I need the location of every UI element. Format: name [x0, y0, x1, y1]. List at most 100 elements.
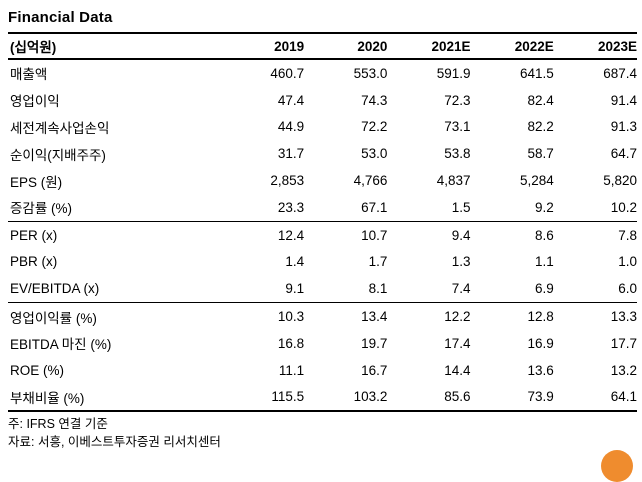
row-label: EV/EBITDA (x): [8, 275, 221, 304]
cell-value: 641.5: [519, 65, 554, 81]
cell-value: 47.4: [277, 92, 305, 108]
table-row: 순이익(지배주주) 31.7 53.0 53.8 58.7 64.7: [8, 140, 637, 167]
cell-value: 53.0: [361, 146, 388, 162]
cell-value: 23.3: [221, 193, 305, 222]
cell-value: 1.1: [534, 254, 554, 270]
cell-value: 8.1: [304, 275, 388, 304]
table-row: 부채비율 (%) 115.5 103.2 85.6 73.9 64.1: [8, 383, 637, 413]
cell-value: 12.2: [444, 309, 471, 325]
row-label: 영업이익률 (%): [10, 310, 97, 326]
footnote-basis: 주: IFRS 연결 기준: [8, 417, 108, 432]
year-column-header: 2020: [304, 33, 388, 60]
cell-value: 19.7: [361, 335, 388, 351]
cell-value: 4,766: [353, 173, 388, 189]
cell-value: 12.4: [277, 227, 305, 243]
unit-label: (십억원): [8, 33, 221, 60]
row-label: ROE (%): [10, 362, 64, 378]
cell-value: 16.9: [527, 335, 554, 351]
cell-value: 4,837: [436, 173, 471, 189]
cell-value: 591.9: [436, 65, 471, 81]
cell-value: 13.4: [361, 309, 388, 325]
row-label: EBITDA 마진 (%): [10, 337, 112, 353]
cell-value: 67.1: [304, 193, 388, 222]
table-row: 매출액 460.7 553.0 591.9 641.5 687.4: [8, 59, 637, 87]
cell-value: 10.3: [277, 309, 305, 325]
row-label: EPS (원): [10, 174, 63, 190]
table-row: 세전계속사업손익 44.9 72.2 73.1 82.2 91.3: [8, 114, 637, 141]
table-row: EBITDA 마진 (%) 16.8 19.7 17.4 16.9 17.7: [8, 330, 637, 357]
cell-value: 12.8: [527, 309, 554, 325]
year-column-header: 2019: [221, 33, 305, 60]
year-column-header: 2023E: [553, 33, 637, 60]
cell-value: 2,853: [270, 173, 305, 189]
cell-value: 687.4: [603, 65, 637, 81]
cell-value: 91.4: [610, 92, 637, 108]
table-row: 영업이익 47.4 74.3 72.3 82.4 91.4: [8, 87, 637, 114]
cell-value: 103.2: [304, 383, 388, 413]
cell-value: 82.2: [527, 119, 554, 135]
cell-value: 1.4: [285, 254, 305, 270]
cell-value: 73.9: [470, 383, 554, 413]
cell-value: 72.2: [361, 119, 388, 135]
cell-value: 6.0: [553, 275, 637, 304]
cell-value: 5,284: [519, 173, 554, 189]
header-row: (십억원) 2019 2020 2021E 2022E 2023E: [8, 33, 637, 60]
row-label: 영업이익: [10, 94, 60, 110]
cell-value: 16.8: [277, 335, 305, 351]
table-row: 증감률 (%) 23.3 67.1 1.5 9.2 10.2: [8, 193, 637, 222]
cell-value: 115.5: [221, 383, 305, 413]
cell-value: 64.1: [553, 383, 637, 413]
cell-value: 6.9: [470, 275, 554, 304]
row-label: 순이익(지배주주): [10, 147, 106, 163]
cell-value: 14.4: [444, 362, 471, 378]
cell-value: 460.7: [270, 65, 305, 81]
cell-value: 58.7: [527, 146, 554, 162]
table-row: 영업이익률 (%) 10.3 13.4 12.2 12.8 13.3: [8, 303, 637, 330]
cell-value: 11.1: [278, 362, 305, 378]
cell-value: 73.1: [444, 119, 471, 135]
cell-value: 1.7: [368, 254, 388, 270]
cell-value: 553.0: [353, 65, 388, 81]
row-label: 세전계속사업손익: [10, 120, 110, 136]
cell-value: 17.7: [610, 335, 637, 351]
row-label: 부채비율 (%): [8, 383, 221, 413]
year-column-header: 2022E: [470, 33, 554, 60]
cell-value: 1.3: [451, 254, 471, 270]
cell-value: 13.3: [610, 309, 637, 325]
cell-value: 44.9: [277, 119, 305, 135]
cell-value: 9.2: [470, 193, 554, 222]
footnote-source: 자료: 서흥, 이베스트투자증권 리서치센터: [8, 435, 221, 450]
page-title: Financial Data: [8, 9, 113, 26]
cell-value: 7.4: [387, 275, 471, 304]
table-row: PBR (x) 1.4 1.7 1.3 1.1 1.0: [8, 249, 637, 276]
floating-action-button[interactable]: [601, 450, 633, 482]
cell-value: 7.8: [618, 227, 637, 243]
table-row: PER (x) 12.4 10.7 9.4 8.6 7.8: [8, 221, 637, 248]
cell-value: 8.6: [534, 227, 554, 243]
cell-value: 1.0: [618, 254, 637, 270]
cell-value: 64.7: [610, 146, 637, 162]
table-body: 매출액 460.7 553.0 591.9 641.5 687.4 영업이익 47.4 74.3…: [8, 59, 637, 413]
cell-value: 91.3: [610, 119, 637, 135]
cell-value: 31.7: [277, 146, 305, 162]
cell-value: 17.4: [444, 335, 471, 351]
footnotes: 주: IFRS 연결 기준 자료: 서흥, 이베스트투자증권 리서치센터: [8, 415, 642, 451]
row-label: PER (x): [10, 227, 58, 243]
cell-value: 13.6: [527, 362, 554, 378]
cell-value: 10.7: [361, 227, 388, 243]
cell-value: 16.7: [361, 362, 388, 378]
cell-value: 85.6: [387, 383, 471, 413]
cell-value: 9.1: [221, 275, 305, 304]
table-row: EPS (원) 2,853 4,766 4,837 5,284 5,820: [8, 167, 637, 194]
cell-value: 10.2: [553, 193, 637, 222]
cell-value: 9.4: [451, 227, 471, 243]
table-row: EV/EBITDA (x) 9.1 8.1 7.4 6.9 6.0: [8, 275, 637, 304]
row-label: 매출액: [10, 67, 48, 83]
cell-value: 82.4: [527, 92, 554, 108]
cell-value: 74.3: [361, 92, 388, 108]
cell-value: 13.2: [610, 362, 637, 378]
row-label: PBR (x): [10, 254, 58, 270]
year-column-header: 2021E: [387, 33, 471, 60]
row-label: 증감률 (%): [8, 193, 221, 222]
cell-value: 1.5: [387, 193, 471, 222]
